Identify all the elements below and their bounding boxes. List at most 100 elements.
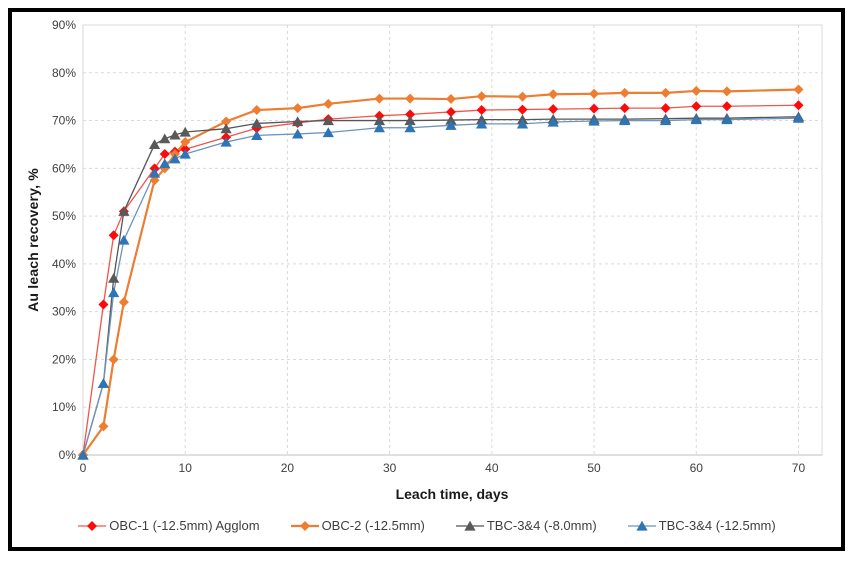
series-3-marker [588, 115, 600, 126]
x-tick-label: 60 [690, 461, 704, 475]
x-tick-label: 40 [485, 461, 499, 475]
series-3-marker [792, 112, 805, 123]
x-tick-label: 0 [80, 461, 87, 475]
y-tick-label: 0% [59, 448, 77, 462]
legend-label: OBC-1 (-12.5mm) Agglom [109, 518, 260, 533]
series-1-marker [118, 297, 129, 308]
series-2-marker [373, 115, 386, 126]
series-3-marker [97, 378, 110, 388]
series-1-marker [793, 84, 804, 95]
y-tick-label: 50% [52, 209, 76, 223]
series-3-marker [373, 122, 386, 133]
series-3-marker [547, 116, 559, 127]
series-2-marker [445, 114, 457, 125]
series-3-marker [659, 115, 672, 126]
series-1-marker [221, 116, 232, 127]
series-3-marker [516, 118, 529, 129]
series-1-marker [721, 86, 732, 97]
legend-item-2: TBC-3&4 (-8.0mm) [455, 518, 597, 533]
series-0-marker [660, 103, 671, 114]
y-tick-label: 30% [52, 305, 76, 319]
series-3-marker [118, 234, 130, 245]
plot-border [82, 24, 823, 456]
series-3-marker [220, 136, 232, 147]
legend-label: TBC-3&4 (-12.5mm) [658, 518, 776, 533]
series-1-marker [548, 89, 559, 100]
series-line-1 [82, 88, 799, 456]
series-0-marker [691, 101, 702, 112]
series-2-marker [148, 139, 161, 150]
series-0-marker [619, 103, 630, 114]
series-3-marker [108, 287, 120, 298]
series-0-marker [517, 104, 528, 115]
y-tick-label: 70% [52, 114, 76, 128]
legend-item-3: TBC-3&4 (-12.5mm) [627, 518, 776, 533]
series-2-marker [251, 118, 263, 128]
y-axis-title: Au leach recovery, % [25, 168, 41, 312]
legend-item-0: OBC-1 (-12.5mm) Agglom [77, 518, 260, 533]
x-axis-title: Leach time, days [395, 486, 509, 502]
series-2-marker [322, 115, 334, 126]
series-0-marker [721, 101, 732, 112]
series-1-marker [517, 91, 528, 102]
series-0-marker [476, 105, 487, 116]
series-2-marker [169, 129, 181, 140]
y-tick-label: 10% [52, 400, 76, 414]
triangle-legend-marker-icon [455, 520, 484, 531]
series-1-marker [323, 98, 334, 109]
diamond-legend-marker-icon [78, 520, 107, 531]
series-3-marker [476, 118, 488, 129]
series-1-marker [108, 354, 119, 365]
series-line-3 [82, 117, 799, 456]
legend: OBC-1 (-12.5mm) Agglom OBC-2 (-12.5mm) TBC… [30, 518, 823, 533]
series-1-marker [180, 137, 191, 148]
series-2-marker [404, 115, 416, 126]
series-3-marker [445, 120, 457, 130]
series-0-marker [589, 103, 600, 114]
x-tick-label: 20 [281, 461, 295, 475]
series-1-marker [149, 175, 160, 186]
series-2-marker [159, 133, 171, 144]
series-1-marker [445, 94, 456, 105]
legend-label: OBC-2 (-12.5mm) [321, 518, 425, 533]
series-1-marker [589, 88, 600, 99]
series-2-marker [108, 273, 120, 283]
series-1-marker [691, 85, 702, 96]
y-tick-label: 40% [52, 257, 76, 271]
series-1-marker [476, 91, 487, 102]
series-1-marker [619, 87, 630, 98]
series-3-marker [292, 128, 304, 139]
series-3-marker [404, 122, 416, 133]
x-tick-label: 10 [179, 461, 193, 475]
x-tick-label: 70 [792, 461, 806, 475]
y-tick-label: 20% [52, 352, 76, 366]
series-2-marker [179, 126, 191, 137]
diamond-legend-marker-icon [290, 520, 319, 531]
series-3-marker [690, 114, 702, 125]
triangle-legend-marker-icon [627, 520, 656, 531]
y-tick-label: 80% [52, 66, 76, 80]
series-0-marker [445, 106, 456, 117]
series-line-0 [82, 104, 799, 456]
series-3-marker [251, 130, 263, 140]
series-3-marker [169, 153, 181, 164]
series-1-marker [251, 105, 262, 116]
series-1-marker [405, 93, 416, 104]
series-0-marker [159, 149, 170, 159]
series-0-marker [98, 299, 109, 310]
series-0-marker [405, 109, 416, 120]
series-2-marker [292, 116, 304, 127]
series-0-marker [793, 100, 804, 111]
series-3-marker [721, 114, 733, 125]
x-tick-label: 30 [383, 461, 397, 475]
y-tick-label: 90% [52, 18, 76, 32]
series-1-marker [98, 421, 109, 432]
series-0-marker [548, 104, 559, 115]
series-1-marker [292, 103, 303, 114]
series-3-marker [159, 158, 171, 169]
series-0-marker [108, 230, 119, 241]
series-3-marker [77, 449, 89, 460]
x-tick-label: 50 [587, 461, 601, 475]
